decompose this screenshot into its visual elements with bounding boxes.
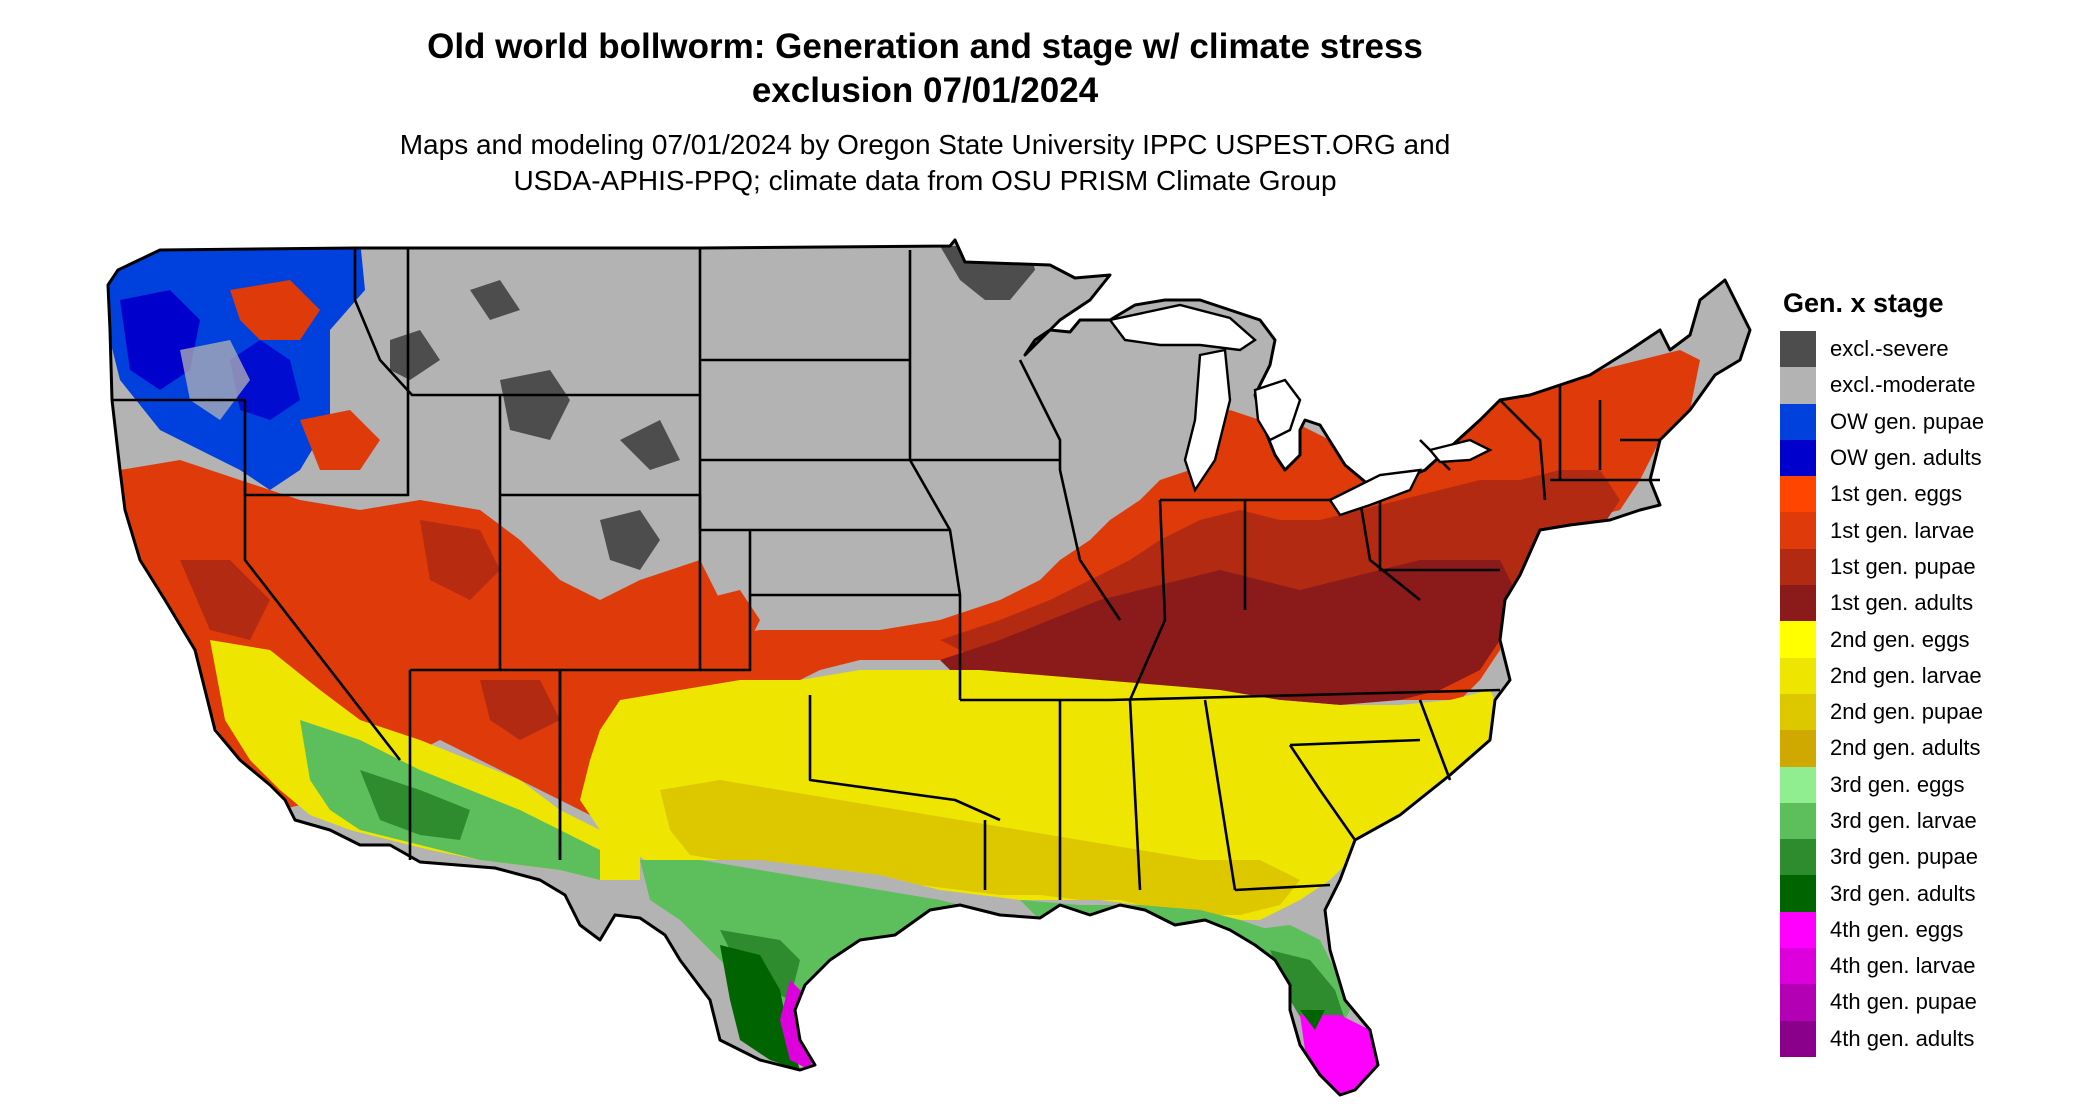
legend-label: 1st gen. larvae bbox=[1830, 517, 1975, 543]
legend-label: excl.-severe bbox=[1830, 336, 1949, 362]
legend-swatch bbox=[1780, 911, 1816, 949]
legend-item: 3rd gen. larvae bbox=[1780, 802, 2080, 840]
legend-label: 1st gen. eggs bbox=[1830, 481, 1963, 507]
legend-swatch bbox=[1780, 839, 1816, 876]
legend-item: 4th gen. pupae bbox=[1780, 984, 2080, 1021]
legend-item: 4th gen. adults bbox=[1780, 1020, 2080, 1057]
legend-swatch bbox=[1780, 367, 1816, 404]
legend-item: 3rd gen. eggs bbox=[1780, 766, 2080, 803]
legend-swatch bbox=[1780, 331, 1816, 368]
legend-item: 4th gen. larvae bbox=[1780, 948, 2080, 985]
map-title-line1: Old world bollworm: Generation and stage… bbox=[427, 27, 1423, 66]
legend-swatch bbox=[1780, 802, 1816, 840]
legend-item: excl.-moderate bbox=[1780, 367, 2080, 404]
legend-label: 2nd gen. adults bbox=[1830, 735, 1981, 761]
legend-title: Gen. x stage bbox=[1783, 288, 1944, 318]
legend-item: 2nd gen. adults bbox=[1780, 730, 2080, 767]
map-subtitle-line2: USDA-APHIS-PPQ; climate data from OSU PR… bbox=[513, 165, 1337, 196]
legend-label: OW gen. pupae bbox=[1830, 408, 1985, 434]
map-title-line2: exclusion 07/01/2024 bbox=[751, 71, 1099, 110]
legend-label: 3rd gen. larvae bbox=[1830, 808, 1977, 833]
legend-swatch bbox=[1780, 621, 1816, 658]
legend-swatch bbox=[1780, 1020, 1816, 1057]
legend-label: 4th gen. eggs bbox=[1830, 916, 1964, 942]
legend-swatch bbox=[1780, 875, 1816, 912]
legend-item: OW gen. pupae bbox=[1780, 403, 2080, 440]
legend-label: OW gen. adults bbox=[1830, 445, 1982, 471]
legend-swatch bbox=[1780, 439, 1816, 477]
legend-label: 4th gen. pupae bbox=[1830, 989, 1977, 1015]
legend-label: 3rd gen. pupae bbox=[1830, 844, 1979, 870]
legend-item: 1st gen. eggs bbox=[1780, 476, 2080, 513]
legend-swatch bbox=[1780, 512, 1816, 549]
legend-swatch bbox=[1780, 476, 1816, 513]
legend-item: 4th gen. eggs bbox=[1780, 911, 2080, 949]
legend-swatch bbox=[1780, 766, 1816, 803]
legend-swatch bbox=[1780, 403, 1816, 440]
legend-swatch bbox=[1780, 730, 1816, 767]
legend-items: excl.-severe excl.-moderate OW gen. pupae O… bbox=[1780, 331, 2080, 1057]
legend-label: 2nd gen. larvae bbox=[1830, 662, 1982, 688]
legend-item: 1st gen. pupae bbox=[1780, 548, 2080, 586]
legend-item: 2nd gen. pupae bbox=[1780, 693, 2080, 731]
legend-swatch bbox=[1780, 948, 1816, 985]
legend: Gen. x stage excl.-severe excl.-moderate O… bbox=[1780, 283, 2080, 1057]
legend-swatch bbox=[1780, 585, 1816, 622]
legend-item: 2nd gen. larvae bbox=[1780, 657, 2080, 694]
legend-label: 3rd gen. adults bbox=[1830, 880, 1976, 906]
legend-label: 4th gen. adults bbox=[1830, 1025, 1975, 1051]
legend-item: 3rd gen. pupae bbox=[1780, 839, 2080, 876]
legend-item: OW gen. adults bbox=[1780, 439, 2080, 477]
legend-item: 2nd gen. eggs bbox=[1780, 621, 2080, 658]
legend-label: 1st gen. adults bbox=[1830, 590, 1974, 616]
map-subtitle-line1: Maps and modeling 07/01/2024 by Oregon S… bbox=[399, 129, 1451, 160]
legend-swatch bbox=[1780, 984, 1816, 1021]
legend-label: 1st gen. pupae bbox=[1830, 553, 1976, 579]
legend-label: 2nd gen. eggs bbox=[1830, 626, 1970, 652]
legend-label: 3rd gen. eggs bbox=[1830, 771, 1965, 797]
legend-swatch bbox=[1780, 548, 1816, 586]
legend-label: excl.-moderate bbox=[1830, 372, 1976, 398]
legend-item: excl.-severe bbox=[1780, 331, 2080, 368]
legend-item: 3rd gen. adults bbox=[1780, 875, 2080, 912]
legend-label: 4th gen. larvae bbox=[1830, 953, 1976, 979]
legend-swatch bbox=[1780, 657, 1816, 694]
legend-swatch bbox=[1780, 693, 1816, 731]
legend-item: 1st gen. adults bbox=[1780, 585, 2080, 622]
legend-item: 1st gen. larvae bbox=[1780, 512, 2080, 549]
legend-label: 2nd gen. pupae bbox=[1830, 699, 1983, 725]
